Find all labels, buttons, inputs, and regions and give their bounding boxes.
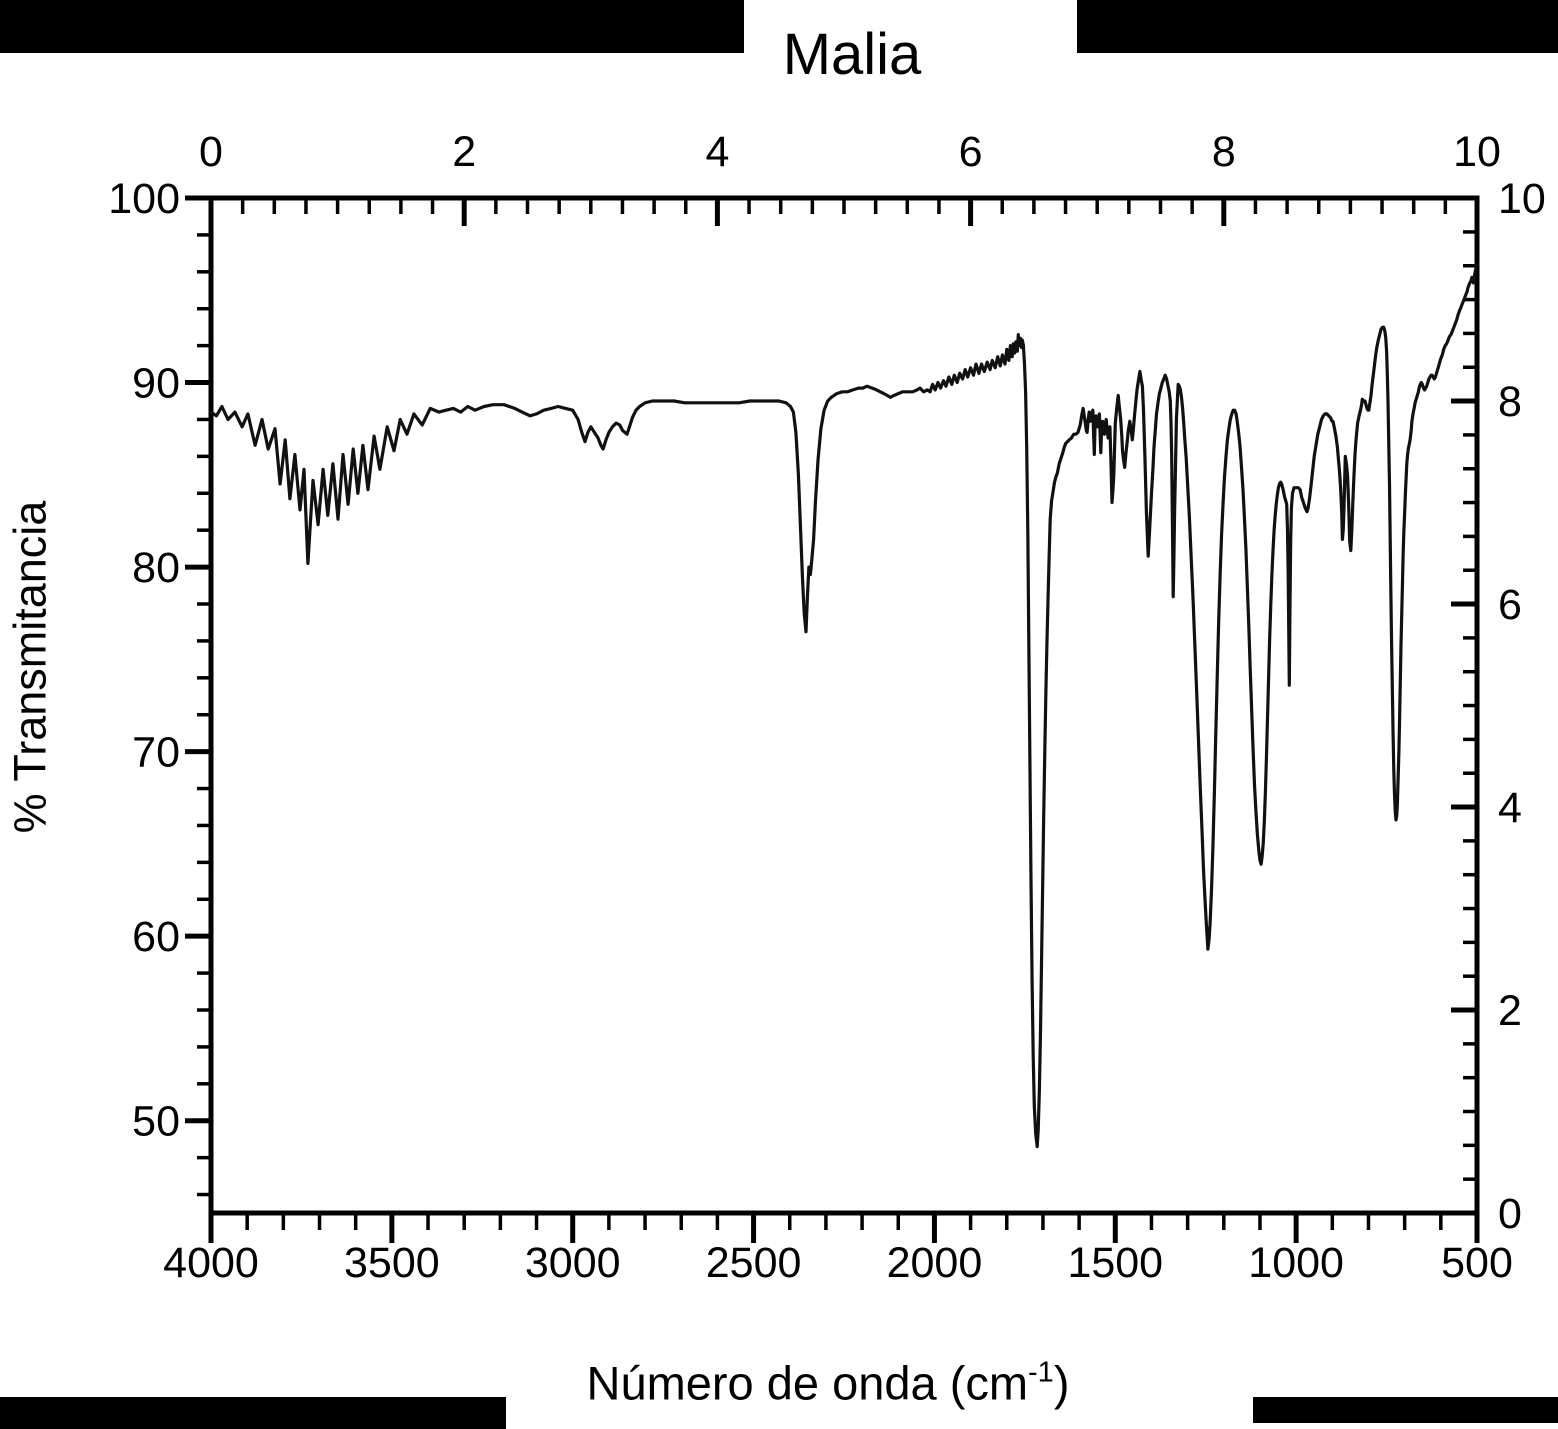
right-tick-label: 6 xyxy=(1498,581,1522,629)
right-tick-label: 2 xyxy=(1498,987,1522,1035)
x-axis-title-text: Número de onda (cm xyxy=(586,1356,1029,1410)
x-tick-label: 1500 xyxy=(1067,1239,1163,1287)
right-tick-label: 10 xyxy=(1498,175,1546,223)
x-axis-title: Número de onda (cm-1) xyxy=(587,1350,1070,1407)
top-tick-label: 4 xyxy=(705,128,729,176)
x-tick-label: 1000 xyxy=(1248,1239,1344,1287)
x-tick-label: 4000 xyxy=(163,1239,259,1287)
y-tick-label: 80 xyxy=(132,544,180,592)
plot-frame xyxy=(208,195,1480,1216)
right-tick-label: 4 xyxy=(1498,784,1522,832)
x-tick-label: 500 xyxy=(1441,1239,1513,1287)
y-tick-label: 70 xyxy=(132,729,180,777)
x-tick-label: 3000 xyxy=(525,1239,621,1287)
x-axis-title-suffix: ) xyxy=(1053,1356,1070,1410)
top-tick-label: 8 xyxy=(1212,128,1236,176)
y-axis-title: % Transmitancia xyxy=(4,500,56,834)
redaction-bar-bottom-right xyxy=(1253,1397,1558,1423)
x-tick-label: 3500 xyxy=(344,1239,440,1287)
right-tick-label: 8 xyxy=(1498,378,1522,426)
top-tick-label: 2 xyxy=(452,128,476,176)
y-tick-label: 60 xyxy=(132,913,180,961)
y-tick-label: 90 xyxy=(132,360,180,408)
y-tick-label: 100 xyxy=(108,175,180,223)
x-tick-label: 2500 xyxy=(706,1239,802,1287)
x-tick-label: 2000 xyxy=(887,1239,983,1287)
y-tick-label: 50 xyxy=(132,1098,180,1146)
x-axis-title-superscript: -1 xyxy=(1028,1356,1054,1389)
redaction-bar-top-left xyxy=(0,0,744,53)
top-tick-label: 6 xyxy=(959,128,983,176)
spectrum-curve xyxy=(209,262,1479,1149)
redaction-bar-top-right xyxy=(1077,0,1558,53)
top-tick-label: 0 xyxy=(199,128,223,176)
redaction-bar-bottom-left xyxy=(0,1397,506,1429)
chart-title: Malia xyxy=(782,22,922,87)
right-tick-label: 0 xyxy=(1498,1190,1522,1238)
top-tick-label: 10 xyxy=(1453,128,1501,176)
